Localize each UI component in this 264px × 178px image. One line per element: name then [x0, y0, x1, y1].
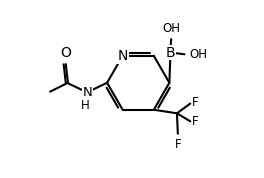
Text: O: O — [60, 46, 71, 60]
Text: F: F — [192, 115, 198, 128]
Text: F: F — [175, 138, 181, 151]
Text: N: N — [83, 86, 92, 99]
Text: H: H — [81, 99, 89, 112]
Text: OH: OH — [162, 22, 180, 35]
Text: B: B — [166, 46, 175, 59]
Text: F: F — [192, 96, 198, 109]
Text: N: N — [117, 49, 128, 63]
Text: OH: OH — [189, 48, 207, 61]
